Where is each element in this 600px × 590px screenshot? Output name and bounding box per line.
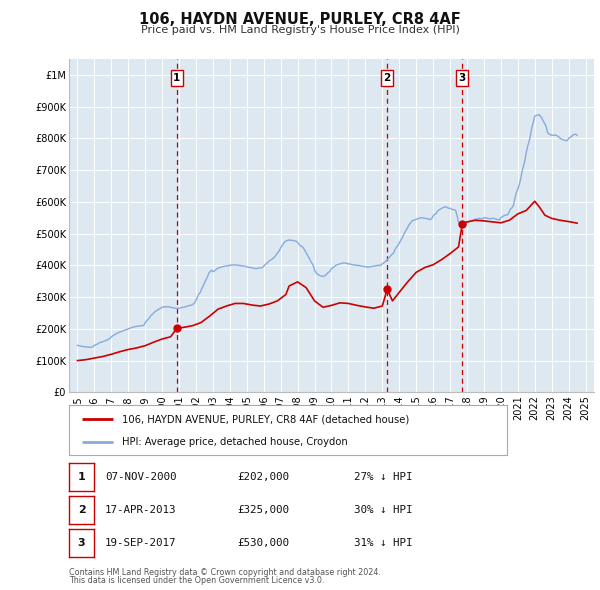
Text: 17-APR-2013: 17-APR-2013 bbox=[105, 505, 176, 514]
Text: 31% ↓ HPI: 31% ↓ HPI bbox=[354, 538, 413, 548]
Text: 3: 3 bbox=[458, 73, 466, 83]
Text: 07-NOV-2000: 07-NOV-2000 bbox=[105, 472, 176, 481]
Text: 19-SEP-2017: 19-SEP-2017 bbox=[105, 538, 176, 548]
Text: 106, HAYDN AVENUE, PURLEY, CR8 4AF (detached house): 106, HAYDN AVENUE, PURLEY, CR8 4AF (deta… bbox=[122, 414, 409, 424]
Text: 2: 2 bbox=[78, 505, 85, 514]
Text: 3: 3 bbox=[78, 538, 85, 548]
Text: £530,000: £530,000 bbox=[237, 538, 289, 548]
Text: 1: 1 bbox=[173, 73, 181, 83]
Text: £202,000: £202,000 bbox=[237, 472, 289, 481]
Text: Contains HM Land Registry data © Crown copyright and database right 2024.: Contains HM Land Registry data © Crown c… bbox=[69, 568, 381, 577]
Text: Price paid vs. HM Land Registry's House Price Index (HPI): Price paid vs. HM Land Registry's House … bbox=[140, 25, 460, 35]
Text: £325,000: £325,000 bbox=[237, 505, 289, 514]
Text: HPI: Average price, detached house, Croydon: HPI: Average price, detached house, Croy… bbox=[122, 437, 347, 447]
Text: 27% ↓ HPI: 27% ↓ HPI bbox=[354, 472, 413, 481]
Text: This data is licensed under the Open Government Licence v3.0.: This data is licensed under the Open Gov… bbox=[69, 576, 325, 585]
Text: 106, HAYDN AVENUE, PURLEY, CR8 4AF: 106, HAYDN AVENUE, PURLEY, CR8 4AF bbox=[139, 12, 461, 27]
Text: 2: 2 bbox=[383, 73, 391, 83]
Text: 1: 1 bbox=[78, 472, 85, 481]
Text: 30% ↓ HPI: 30% ↓ HPI bbox=[354, 505, 413, 514]
